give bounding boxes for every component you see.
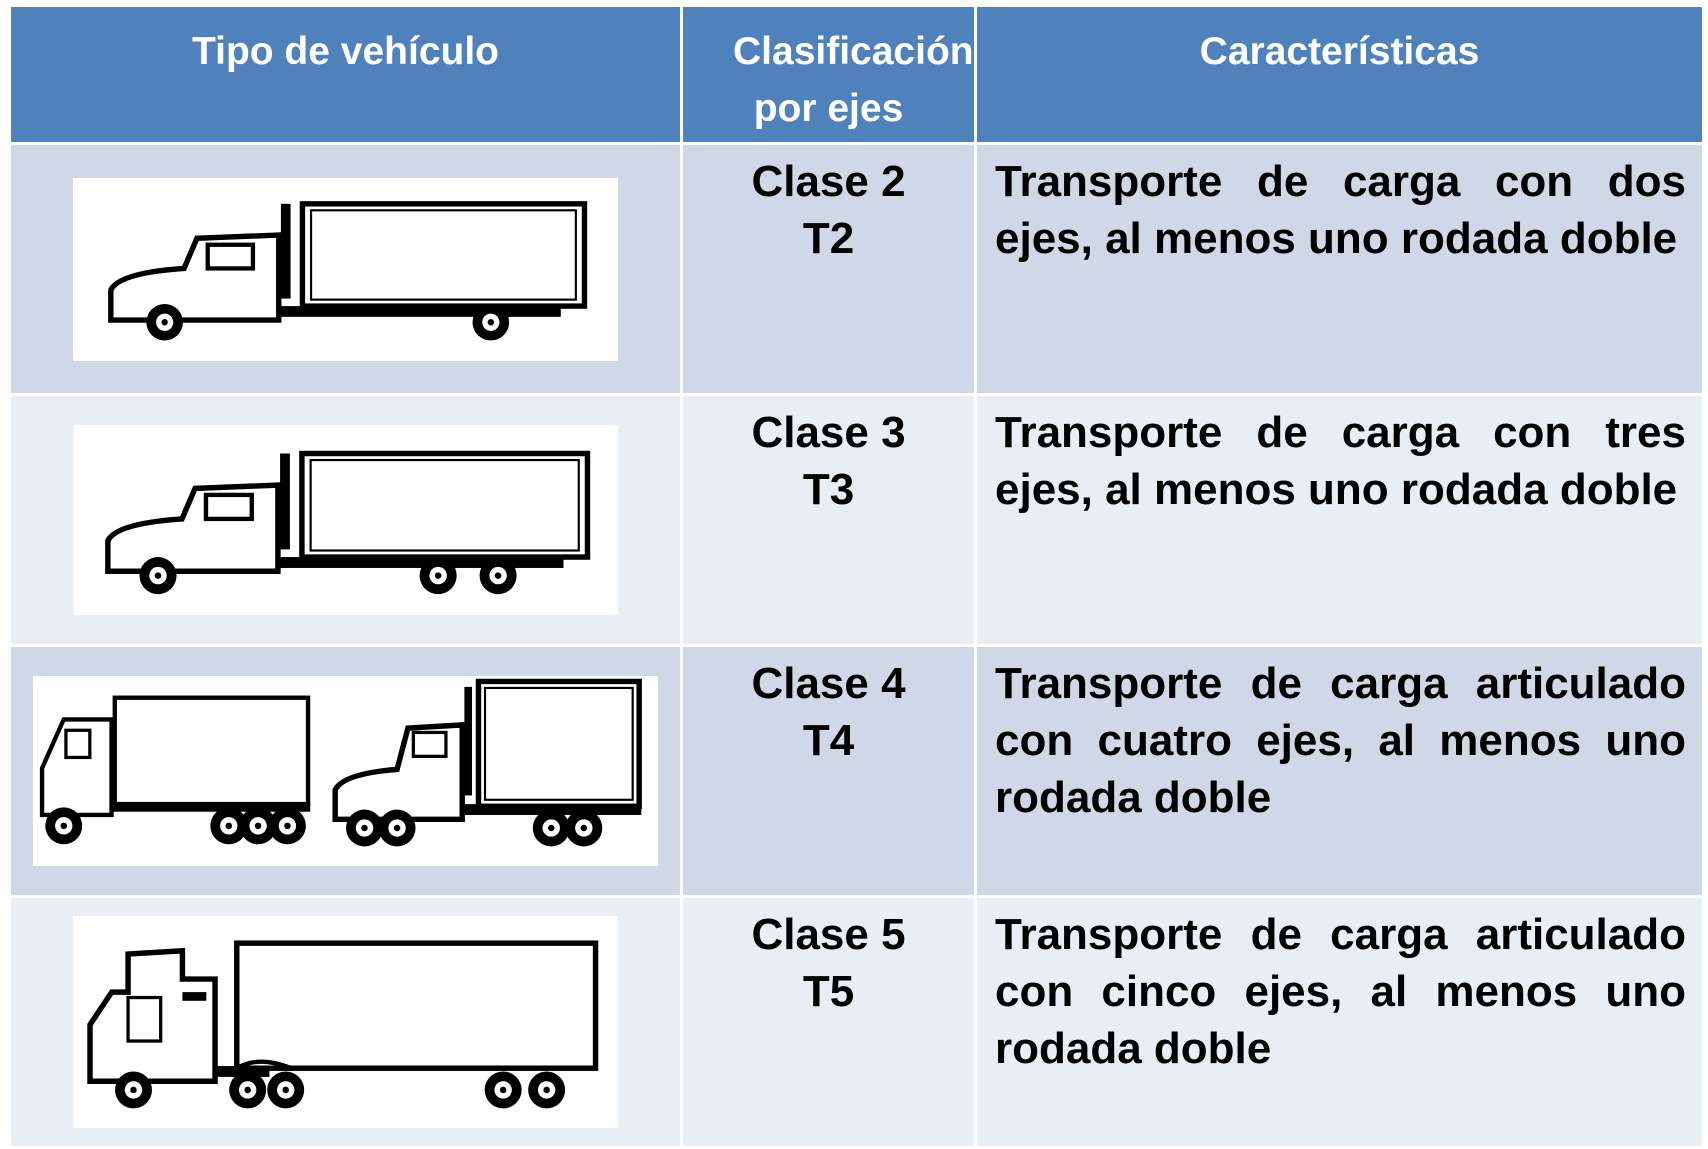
body: Tipo de vehículo Clasificación por ejes … [8,4,1705,1149]
image-cell [8,895,683,1149]
row: Clase 5 T5 Transporte de carga articulado… [8,895,1705,1149]
truck-shape [146,303,183,341]
code: T4 [802,716,855,765]
row: Clase 4 T4 Transporte de carga articulado… [8,644,1705,898]
truck-shape [109,801,311,812]
truck-shape [419,557,457,595]
truck-shape [115,1071,152,1109]
header-cell: Características [974,4,1705,145]
truck-shape [229,1071,267,1109]
truck-shape [39,717,114,818]
truck-shape [378,809,416,847]
truck-t2 [73,177,618,361]
header-row: Tipo de vehículo Clasificación por ejes … [8,4,1705,145]
description: Transporte de carga con dos ejes, al men… [974,142,1705,396]
description: Transporte de carga articulado con cuatr… [974,644,1705,898]
truck-shape [484,1071,522,1109]
truck-shape [112,695,311,807]
description: Transporte de carga articulado con cinco… [974,895,1705,1149]
truck-shape [108,454,588,572]
truck-shape [528,1071,566,1109]
class: Clase 2 [751,157,906,206]
truck-shape [182,992,207,1001]
truck-shape [424,804,642,815]
truck-shape [475,678,642,809]
truck-shape [479,557,517,595]
code: T2 [802,214,855,263]
header-cell: Clasificación por ejes [680,4,977,145]
truck-shape [139,557,177,595]
class: Clase 4 [751,659,906,708]
truck-t3 [73,425,618,615]
code: T3 [802,465,855,514]
class-cell: Clase 4 T4 [680,644,977,898]
row: Clase 3 T3 Transporte de carga con tres e… [8,393,1705,647]
truck-shape [268,807,306,845]
code: T5 [802,967,855,1016]
row: Clase 2 T2 Transporte de carga con dos ej… [8,142,1705,396]
truck-shape [126,995,163,1043]
truck-shape [532,809,570,847]
class: Clase 5 [751,910,906,959]
truck-shape [267,1071,305,1109]
truck-shape [64,728,92,760]
truck-shape [111,203,585,319]
class-cell: Clase 3 T3 [680,393,977,647]
truck-shape [234,940,599,1071]
description: Transporte de carga con tres ejes, al me… [974,393,1705,647]
class: Clase 3 [751,408,906,457]
truck-shape [464,686,472,796]
truck-t4 [33,676,658,866]
truck-shape [346,809,383,847]
header-cell: Tipo de vehículo [8,4,683,145]
image-cell [8,644,683,898]
truck-t5 [73,916,618,1128]
class-cell: Clase 2 T2 [680,142,977,396]
truck-shape [472,303,510,341]
truck-shape [565,809,603,847]
truck-shape [483,686,634,801]
image-cell [8,142,683,396]
truck-shape [235,1059,596,1071]
vehicle-table: Tipo de vehículo Clasificación por ejes … [8,4,1705,1149]
image-cell [8,393,683,647]
page: Clasificación de vehículos {"table": { "… [8,4,1705,1149]
truck-shape [411,730,448,758]
truck-shape [45,807,83,845]
truck-shape [204,1066,270,1077]
class-cell: Clase 5 T5 [680,895,977,1149]
